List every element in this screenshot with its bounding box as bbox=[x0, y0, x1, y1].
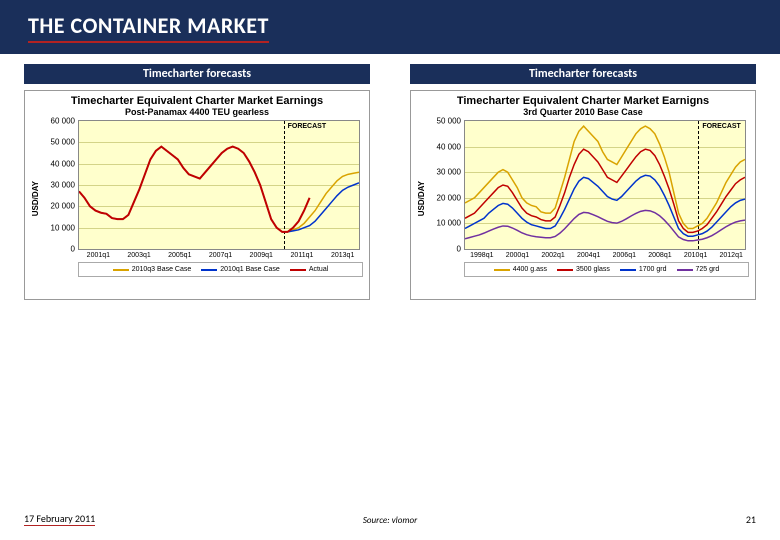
x-axis-ticks: 2001q12003q12005q12007q12009q12011q12013… bbox=[78, 252, 363, 259]
right-subtitle: Timecharter forecasts bbox=[410, 64, 756, 84]
left-subtitle: Timecharter forecasts bbox=[24, 64, 370, 84]
page-number: 21 bbox=[746, 513, 756, 526]
legend-item: 4400 g.ass bbox=[494, 266, 547, 273]
legend-item: 2010q1 Base Case bbox=[201, 266, 280, 273]
legend: 2010q3 Base Case 2010q1 Base Case Actual bbox=[78, 262, 363, 277]
chart-title: Timecharter Equivalent Charter Market Ea… bbox=[417, 95, 749, 107]
y-axis-label: USD/DAY bbox=[417, 181, 426, 216]
subheader-row: Timecharter forecasts Timecharter foreca… bbox=[0, 54, 780, 90]
chart-right: Timecharter Equivalent Charter Market Ea… bbox=[410, 90, 756, 300]
plot-area: 010 00020 00030 00040 00050 00060 000 FO… bbox=[78, 120, 360, 250]
chart-subtitle: Post-Panamax 4400 TEU gearless bbox=[31, 107, 363, 117]
y-axis-label: USD/DAY bbox=[31, 181, 40, 216]
header-bar: THE CONTAINER MARKET bbox=[0, 0, 780, 54]
legend-item: 3500 glass bbox=[557, 266, 610, 273]
legend-item: 1700 grd bbox=[620, 266, 667, 273]
chart-title: Timecharter Equivalent Charter Market Ea… bbox=[31, 95, 363, 107]
chart-lines bbox=[79, 121, 359, 249]
plot-area: 010 00020 00030 00040 00050 000 FORECAST bbox=[464, 120, 746, 250]
x-axis-ticks: 1998q12000q12002q12004q12006q12008q12010… bbox=[464, 252, 749, 259]
chart-subtitle: 3rd Quarter 2010 Base Case bbox=[417, 107, 749, 117]
chart-lines bbox=[465, 121, 745, 249]
legend-item: 725 grd bbox=[677, 266, 720, 273]
charts-row: Timecharter Equivalent Charter Market Ea… bbox=[0, 90, 780, 300]
footer-source: Source: vlomor bbox=[363, 515, 417, 526]
legend: 4400 g.ass 3500 glass 1700 grd 725 grd bbox=[464, 262, 749, 277]
legend-item: Actual bbox=[290, 266, 328, 273]
legend-item: 2010q3 Base Case bbox=[113, 266, 192, 273]
footer-date: 17 February 2011 bbox=[24, 512, 95, 526]
chart-left: Timecharter Equivalent Charter Market Ea… bbox=[24, 90, 370, 300]
page-title: THE CONTAINER MARKET bbox=[28, 12, 269, 43]
